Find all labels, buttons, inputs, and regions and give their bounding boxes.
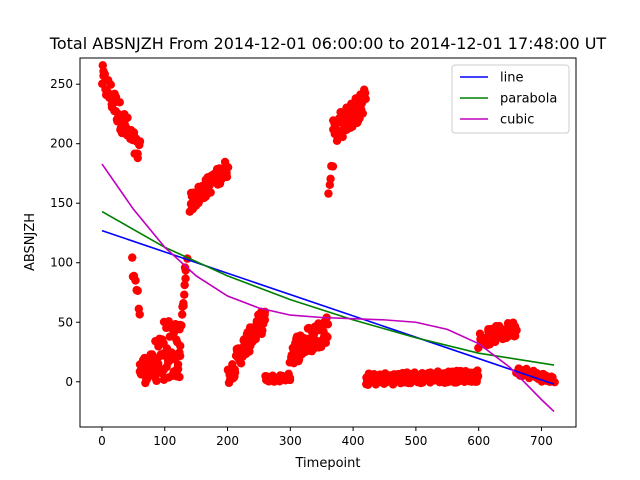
series-line-cubic — [101, 163, 555, 413]
scatter-point — [473, 371, 483, 381]
scatter-point — [176, 341, 185, 351]
scatter-point — [152, 376, 161, 386]
scatter-point — [550, 378, 559, 387]
scatter-point — [180, 290, 189, 299]
scatter-point — [328, 162, 338, 171]
y-tick-label: 200 — [50, 137, 73, 151]
y-tick-label: 100 — [50, 256, 73, 270]
y-tick-label: 250 — [50, 77, 73, 91]
scatter-point — [512, 326, 521, 335]
legend-box — [451, 64, 570, 134]
scatter-point — [179, 301, 188, 311]
legend: line parabola cubic — [451, 64, 570, 134]
scatter-point — [323, 320, 333, 329]
scatter-point — [181, 274, 190, 283]
scatter-point — [162, 344, 172, 353]
y-tick-label: 150 — [50, 196, 73, 210]
scatter-point — [175, 372, 184, 382]
x-axis: 0 100 200 300 400 500 600 700 — [98, 427, 553, 448]
scatter-point — [135, 310, 144, 319]
x-tick-label: 0 — [98, 434, 106, 448]
scatter-point — [324, 189, 333, 198]
scatter-point — [360, 88, 370, 98]
x-tick-label: 700 — [530, 434, 553, 448]
x-tick-label: 300 — [279, 434, 302, 448]
scatter-point — [326, 174, 335, 184]
scatter-point — [178, 310, 187, 319]
scatter-point — [323, 332, 332, 342]
scatter-point — [181, 266, 190, 275]
plot-frame — [79, 57, 577, 428]
scatter-point — [128, 253, 137, 262]
scatter-point — [123, 113, 132, 122]
scatter-point — [180, 280, 189, 290]
scatter-point — [106, 80, 116, 89]
scatter-point — [133, 286, 142, 295]
x-tick-label: 100 — [153, 434, 176, 448]
y-axis-label: ABSNJZH — [23, 213, 38, 271]
y-axis: 0 50 100 150 200 250 — [50, 77, 80, 389]
scatter-point — [131, 276, 140, 285]
legend-label-parabola: parabola — [500, 92, 557, 107]
scatter-point — [133, 153, 142, 163]
x-axis-label: Timepoint — [295, 456, 361, 471]
scatter-point — [156, 351, 165, 361]
legend-label-line: line — [500, 71, 523, 86]
scatter-point — [285, 375, 295, 385]
y-tick-label: 0 — [65, 375, 73, 389]
scatter-point — [223, 163, 233, 172]
x-tick-label: 400 — [342, 434, 365, 448]
x-tick-label: 500 — [404, 434, 427, 448]
scatter-point — [177, 321, 186, 330]
scatter-point — [175, 351, 185, 361]
scatter-point — [260, 315, 270, 325]
scatter-point — [236, 359, 246, 368]
x-tick-label: 600 — [467, 434, 490, 448]
scatter-point — [173, 364, 183, 374]
scatter-point — [115, 98, 124, 107]
series-line-line — [101, 229, 555, 385]
legend-label-cubic: cubic — [500, 113, 534, 128]
scatter-point — [251, 334, 260, 344]
series-line-parabola — [101, 210, 555, 366]
scatter-point — [258, 326, 267, 335]
scatter-point — [222, 172, 232, 182]
scatter-point — [358, 109, 367, 118]
scatter-point — [135, 137, 145, 146]
scatter-point — [230, 368, 240, 377]
y-tick-label: 50 — [58, 315, 73, 329]
lines-layer — [101, 163, 555, 413]
x-tick-label: 200 — [216, 434, 239, 448]
scatter-point — [206, 188, 215, 197]
chart-title: Total ABSNJZH From 2014-12-01 06:00:00 t… — [49, 34, 607, 53]
